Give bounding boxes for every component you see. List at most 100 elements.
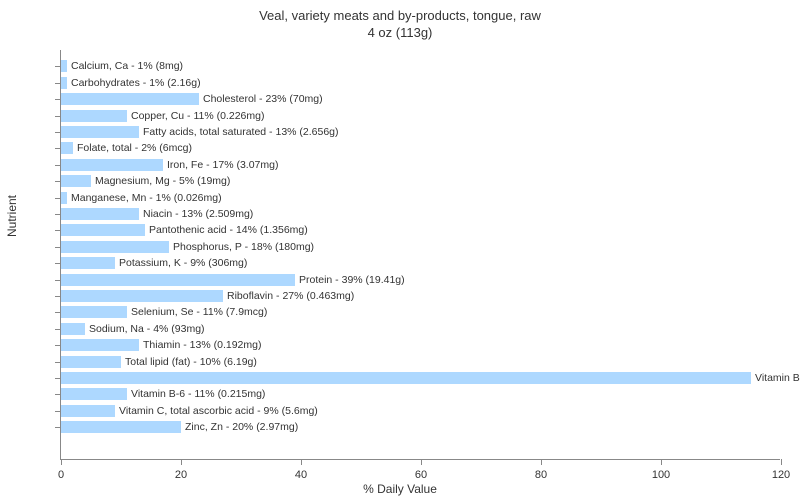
y-tick xyxy=(55,247,61,248)
x-tick-label: 40 xyxy=(295,469,307,481)
x-tick-label: 80 xyxy=(535,469,547,481)
bar-label: Iron, Fe - 17% (3.07mg) xyxy=(167,159,278,171)
y-tick xyxy=(55,329,61,330)
bar-label: Carbohydrates - 1% (2.16g) xyxy=(71,77,201,89)
bar-label: Sodium, Na - 4% (93mg) xyxy=(89,323,205,335)
bar-label: Folate, total - 2% (6mcg) xyxy=(77,142,192,154)
chart-container: Veal, variety meats and by-products, ton… xyxy=(0,0,800,500)
bar-row: Total lipid (fat) - 10% (6.19g) xyxy=(61,355,257,369)
y-tick xyxy=(55,312,61,313)
bar-row: Riboflavin - 27% (0.463mg) xyxy=(61,289,354,303)
bar-label: Niacin - 13% (2.509mg) xyxy=(143,208,253,220)
bar xyxy=(61,208,139,220)
bar-label: Vitamin B-6 - 11% (0.215mg) xyxy=(131,388,265,400)
bar-row: Potassium, K - 9% (306mg) xyxy=(61,256,247,270)
bar-label: Magnesium, Mg - 5% (19mg) xyxy=(95,175,230,187)
y-tick xyxy=(55,148,61,149)
x-tick xyxy=(61,459,62,465)
bar xyxy=(61,60,67,72)
y-tick xyxy=(55,296,61,297)
bar xyxy=(61,93,199,105)
bar-label: Selenium, Se - 11% (7.9mcg) xyxy=(131,306,267,318)
bars-region: Calcium, Ca - 1% (8mg) Carbohydrates - 1%… xyxy=(61,50,780,459)
bar-row: Pantothenic acid - 14% (1.356mg) xyxy=(61,223,308,237)
bar-row: Fatty acids, total saturated - 13% (2.65… xyxy=(61,125,339,139)
y-tick xyxy=(55,345,61,346)
y-tick xyxy=(55,263,61,264)
x-axis-label: % Daily Value xyxy=(363,482,437,496)
bar xyxy=(61,224,145,236)
bar xyxy=(61,372,751,384)
bar xyxy=(61,339,139,351)
bar-label: Manganese, Mn - 1% (0.026mg) xyxy=(71,192,222,204)
bar xyxy=(61,306,127,318)
y-tick xyxy=(55,132,61,133)
bar xyxy=(61,356,121,368)
y-tick xyxy=(55,165,61,166)
y-tick xyxy=(55,362,61,363)
bar-label: Copper, Cu - 11% (0.226mg) xyxy=(131,110,264,122)
bar-row: Magnesium, Mg - 5% (19mg) xyxy=(61,174,230,188)
y-axis-label: Nutrient xyxy=(5,195,19,237)
y-tick xyxy=(55,181,61,182)
bar-label: Pantothenic acid - 14% (1.356mg) xyxy=(149,224,308,236)
bar xyxy=(61,388,127,400)
bar-label: Total lipid (fat) - 10% (6.19g) xyxy=(125,356,257,368)
chart-title: Veal, variety meats and by-products, ton… xyxy=(0,0,800,42)
x-tick xyxy=(781,459,782,465)
x-tick-label: 60 xyxy=(415,469,427,481)
x-tick-label: 120 xyxy=(772,469,790,481)
bar xyxy=(61,421,181,433)
x-tick xyxy=(301,459,302,465)
bar xyxy=(61,110,127,122)
bar-row: Calcium, Ca - 1% (8mg) xyxy=(61,59,183,73)
bar-row: Protein - 39% (19.41g) xyxy=(61,273,405,287)
bar-label: Riboflavin - 27% (0.463mg) xyxy=(227,290,354,302)
bar-row: Selenium, Se - 11% (7.9mcg) xyxy=(61,305,267,319)
bar xyxy=(61,257,115,269)
bar-row: Thiamin - 13% (0.192mg) xyxy=(61,338,261,352)
bar-row: Folate, total - 2% (6mcg) xyxy=(61,141,192,155)
bar xyxy=(61,142,73,154)
bar-row: Niacin - 13% (2.509mg) xyxy=(61,207,253,221)
x-tick xyxy=(181,459,182,465)
bar xyxy=(61,77,67,89)
bar-row: Phosphorus, P - 18% (180mg) xyxy=(61,240,314,254)
y-tick xyxy=(55,394,61,395)
bar xyxy=(61,126,139,138)
bar-label: Protein - 39% (19.41g) xyxy=(299,274,405,286)
bar-label: Phosphorus, P - 18% (180mg) xyxy=(173,241,314,253)
bar xyxy=(61,323,85,335)
bar xyxy=(61,159,163,171)
bar-row: Vitamin B-6 - 11% (0.215mg) xyxy=(61,387,265,401)
bar-label: Zinc, Zn - 20% (2.97mg) xyxy=(185,421,298,433)
bar-row: Carbohydrates - 1% (2.16g) xyxy=(61,76,201,90)
y-tick xyxy=(55,214,61,215)
plot-area: Calcium, Ca - 1% (8mg) Carbohydrates - 1%… xyxy=(60,50,780,460)
bar-row: Cholesterol - 23% (70mg) xyxy=(61,92,323,106)
bar xyxy=(61,192,67,204)
y-tick xyxy=(55,230,61,231)
y-tick xyxy=(55,66,61,67)
bar-row: Vitamin C, total ascorbic acid - 9% (5.6… xyxy=(61,404,318,418)
x-tick xyxy=(421,459,422,465)
y-tick xyxy=(55,378,61,379)
bar-row: Copper, Cu - 11% (0.226mg) xyxy=(61,109,264,123)
x-tick xyxy=(541,459,542,465)
x-tick-label: 0 xyxy=(58,469,64,481)
bar-label: Calcium, Ca - 1% (8mg) xyxy=(71,60,183,72)
y-tick xyxy=(55,280,61,281)
bar-label: Fatty acids, total saturated - 13% (2.65… xyxy=(143,126,339,138)
bar-label: Cholesterol - 23% (70mg) xyxy=(203,93,323,105)
x-tick-label: 100 xyxy=(652,469,670,481)
bar-row: Manganese, Mn - 1% (0.026mg) xyxy=(61,191,222,205)
bar xyxy=(61,290,223,302)
y-tick xyxy=(55,83,61,84)
bar-label: Vitamin B-12 - 115% (6.89mcg) xyxy=(755,372,800,384)
y-tick xyxy=(55,116,61,117)
bar xyxy=(61,241,169,253)
y-tick xyxy=(55,427,61,428)
x-tick xyxy=(661,459,662,465)
bar-row: Vitamin B-12 - 115% (6.89mcg) xyxy=(61,371,800,385)
bar-label: Thiamin - 13% (0.192mg) xyxy=(143,339,261,351)
